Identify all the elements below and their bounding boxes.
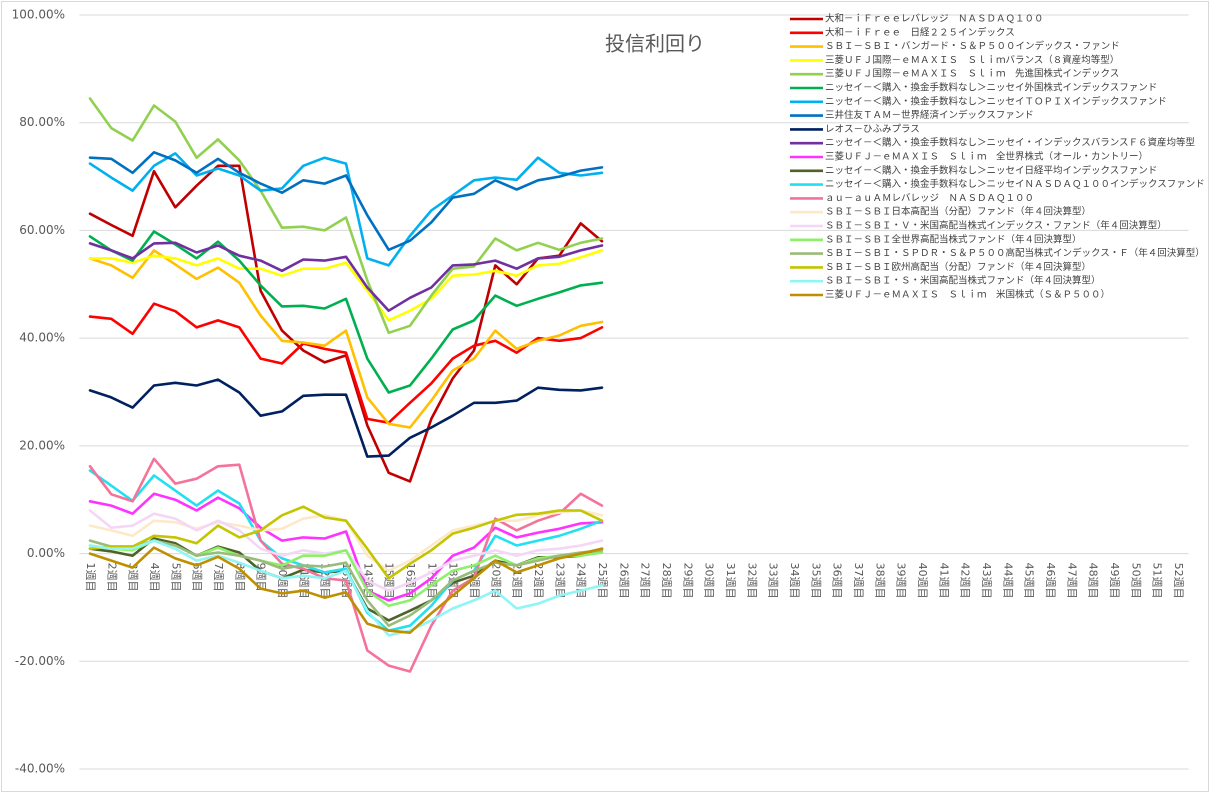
series-line xyxy=(88,241,604,312)
x-tick-label: 24週目 xyxy=(575,563,588,599)
x-tick-label: 40週目 xyxy=(916,563,929,599)
legend-label: 三菱ＵＦＪ国際－ｅＭＡＸＩＳ Ｓｌｉｍバランス（８資産均等型） xyxy=(825,54,1119,66)
x-tick-label: 31週目 xyxy=(724,563,737,599)
legend-label: ａｕ－ａｕＡＭレバレッジ ＮＡＳＤＡＱ１００ xyxy=(825,193,1034,204)
x-tick-label: 21週目 xyxy=(511,563,524,599)
x-tick-label: 5週目 xyxy=(169,563,182,592)
series-line xyxy=(88,469,604,632)
legend-label: ＳＢＩ－ＳＢＩ欧州高配当（分配）ファンド（年４回決算型） xyxy=(825,261,1091,273)
x-tick-label: 4週目 xyxy=(148,563,161,592)
legend-label: ＳＢＩ－ＳＢＩ・バンガード・Ｓ＆Ｐ５００インデックス・ファンド xyxy=(825,40,1120,52)
x-tick-label: 23週目 xyxy=(553,563,566,599)
x-tick-label: 36週目 xyxy=(831,563,844,599)
x-tick-label: 12週目 xyxy=(319,563,332,599)
y-tick-label: 40.00% xyxy=(19,331,65,345)
x-tick-label: 2週目 xyxy=(105,563,118,592)
x-tick-label: 3週目 xyxy=(127,563,140,592)
chart-title: 投信利回り xyxy=(605,32,705,56)
legend-label: 三井住友ＴＡＭ－世界経済インデックスファンド xyxy=(825,109,1034,121)
series-line xyxy=(88,249,604,429)
legend-label: ニッセイ－＜購入・換金手数料なし＞ニッセイＴＯＰＩＸインデックスファンド xyxy=(825,95,1167,107)
legend-label: ＳＢＩ－ＳＢＩ・ＳＰＤＲ・Ｓ＆Ｐ５００高配当株式インデックス・Ｆ（年４回決算型） xyxy=(825,247,1205,259)
y-tick-label: -20.00% xyxy=(15,654,65,668)
x-tick-label: 10週目 xyxy=(276,563,289,599)
x-tick-label: 34週目 xyxy=(788,563,801,599)
x-tick-label: 30週目 xyxy=(703,563,716,599)
x-tick-label: 46週目 xyxy=(1044,563,1057,599)
y-tick-label: 60.00% xyxy=(19,223,65,237)
legend-label: ニッセイ－＜購入・換金手数料なし＞ニッセイ日経平均インデックスファンド xyxy=(825,164,1157,176)
legend-label: ニッセイ－＜購入・換金手数料なし＞ニッセイ・インデックスバランスＦ６資産均等型 xyxy=(825,137,1196,149)
x-tick-label: 45週目 xyxy=(1023,563,1036,599)
series-line xyxy=(88,378,604,458)
series-line xyxy=(88,97,604,335)
x-tick-label: 52週目 xyxy=(1172,563,1185,599)
x-tick-label: 38週目 xyxy=(873,563,886,599)
legend-label: 大和－ｉＦｒｅｅ 日経２２５インデックス xyxy=(825,26,1015,38)
legend-label: ニッセイ－＜購入・換金手数料なし＞ニッセイＮＡＳＤＡＱ１００インデックスファンド xyxy=(825,178,1205,190)
legend-label: 大和－ｉＦｒｅｅレバレッジ ＮＡＳＤＡＱ１００ xyxy=(825,13,1044,25)
x-tick-label: 27週目 xyxy=(639,563,652,599)
series-line xyxy=(88,302,604,424)
x-tick-label: 33週目 xyxy=(767,563,780,599)
x-tick-label: 8週目 xyxy=(233,563,246,592)
x-tick-label: 25週目 xyxy=(596,563,609,599)
x-tick-label: 39週目 xyxy=(895,563,908,599)
x-tick-label: 20週目 xyxy=(489,563,502,599)
x-tick-label: 47週目 xyxy=(1065,563,1078,599)
x-tick-label: 28週目 xyxy=(660,563,673,599)
x-tick-label: 37週目 xyxy=(852,563,865,599)
legend-label: ニッセイ－＜購入・換金手数料なし＞ニッセイ外国株式インデックスファンド xyxy=(825,82,1157,94)
legend-label: 三菱ＵＦＪ－ｅＭＡＸＩＳ Ｓｌｉｍ 米国株式（Ｓ＆Ｐ５００） xyxy=(825,289,1110,301)
x-tick-label: 49週目 xyxy=(1108,563,1121,599)
legend-label: ＳＢＩ－ＳＢＩ日本高配当（分配）ファンド（年４回決算型） xyxy=(825,206,1091,218)
legend-label: 三菱ＵＦＪ国際－ｅＭＡＸＩＳ Ｓｌｉｍ 先進国株式インデックス xyxy=(825,68,1119,80)
series-line xyxy=(88,492,604,602)
x-tick-label: 26週目 xyxy=(617,563,630,599)
series-line xyxy=(88,249,604,322)
x-tick-label: 35週目 xyxy=(809,563,822,599)
legend-label: 三菱ＵＦＪ－ｅＭＡＸＩＳ Ｓｌｉｍ 全世界株式（オール・カントリー） xyxy=(825,151,1148,163)
x-tick-label: 42週目 xyxy=(959,563,972,599)
legend-label: レオス－ひふみプラス xyxy=(825,124,920,135)
x-tick-label: 43週目 xyxy=(980,563,993,599)
series-line xyxy=(88,151,604,252)
x-tick-label: 6週目 xyxy=(191,563,204,592)
x-tick-label: 32週目 xyxy=(745,563,758,599)
x-tick-label: 51週目 xyxy=(1151,563,1164,599)
series-line xyxy=(88,457,604,673)
series-line xyxy=(88,539,604,637)
y-tick-label: 100.00% xyxy=(12,8,65,22)
y-tick-label: 20.00% xyxy=(19,438,65,452)
legend-label: ＳＢＩ－ＳＢＩ全世界高配当株式ファンド（年４回決算型） xyxy=(825,233,1082,245)
series-line xyxy=(88,505,604,580)
y-tick-label: -40.00% xyxy=(15,762,65,776)
x-tick-label: 1週目 xyxy=(84,563,97,592)
y-tick-label: 80.00% xyxy=(19,115,65,129)
x-tick-label: 22週目 xyxy=(532,563,545,599)
x-tick-label: 44週目 xyxy=(1001,563,1014,599)
series-line xyxy=(88,546,604,634)
x-tick-label: 50週目 xyxy=(1129,563,1142,599)
series-line xyxy=(88,230,604,394)
x-tick-label: 7週目 xyxy=(212,563,225,592)
y-tick-label: 0.00% xyxy=(27,546,65,560)
x-tick-label: 41週目 xyxy=(937,563,950,599)
series-line xyxy=(88,539,604,627)
legend-label: ＳＢＩ－ＳＢＩ・Ｓ・米国高配当株式ファンド（年４回決算型） xyxy=(825,275,1101,287)
x-tick-label: 48週目 xyxy=(1087,563,1100,599)
x-tick-label: 29週目 xyxy=(681,563,694,599)
legend-label: ＳＢＩ－ＳＢＩ・Ｖ・米国高配当株式インデックス・ファンド（年４回決算型） xyxy=(825,220,1167,232)
series-line xyxy=(88,152,604,267)
